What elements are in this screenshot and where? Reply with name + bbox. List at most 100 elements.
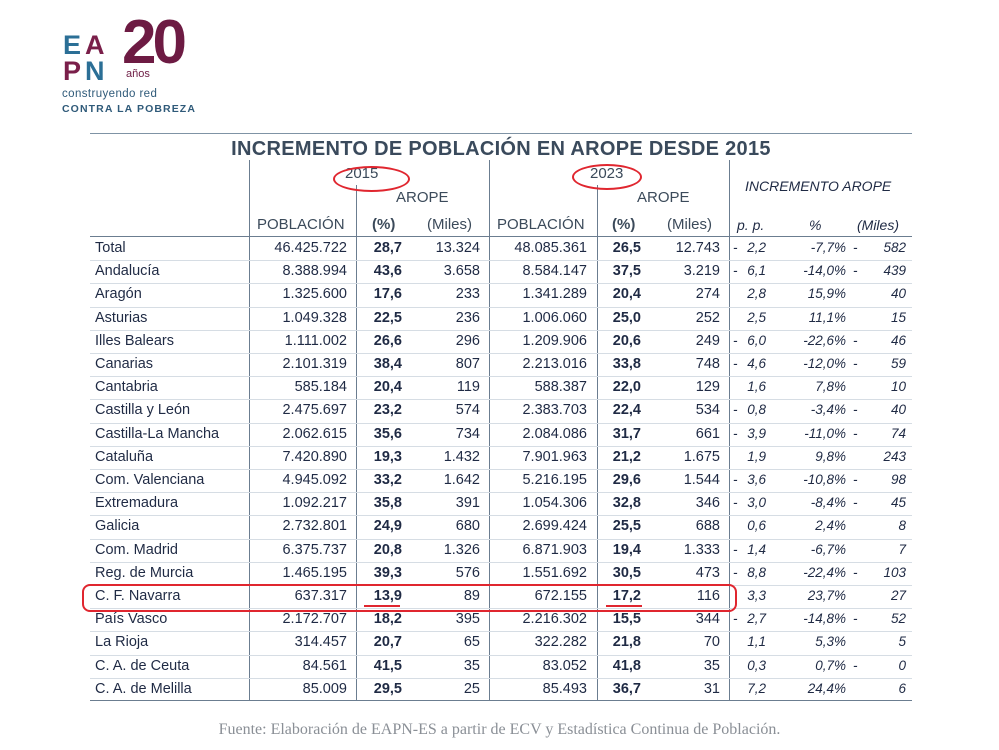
cell-miles2015: 119 [456,379,480,395]
row-separator [90,492,912,493]
cell-pct2023: 21,8 [612,634,641,650]
cell-miles2023: 116 [696,588,720,604]
cell-miles2023: 35 [703,658,720,674]
row-region: Aragón [95,286,142,302]
logo-letter-n: N [85,56,105,86]
cell-pob2015: 1.111.002 [284,333,347,349]
cell-pob2023: 1.341.289 [522,286,587,302]
cell-increment-sign: - [853,495,858,510]
table-top-rule [90,133,912,134]
row-separator [90,655,912,656]
cell-pct2015: 35,6 [373,426,402,442]
cell-pct2015: 35,8 [373,495,402,511]
cell-pob2015: 2.475.697 [282,402,347,418]
col-miles-2015: (Miles) [427,216,472,233]
cell-pob2015: 7.420.890 [282,449,347,465]
cell-pob2015: 8.388.994 [282,263,347,279]
cell-inc-miles: 74 [890,426,906,441]
cell-pct2015: 28,7 [373,240,402,256]
cell-pob2015: 46.425.722 [274,240,347,256]
cell-miles2023: 661 [695,426,720,442]
year-2023-circle [572,164,642,190]
navarra-2023-underline [606,605,642,607]
cell-miles2023: 344 [695,611,720,627]
cell-miles2023: 3.219 [683,263,720,279]
cell-pct2023: 17,2 [612,588,641,604]
cell-increment-sign: - [853,565,858,580]
cell-inc-pct: 15,9% [807,286,846,301]
cell-miles2015: 395 [455,611,480,627]
vline-pob2023 [597,185,598,700]
row-separator [90,353,912,354]
cell-pob2015: 585.184 [294,379,347,395]
row-region: Andalucía [95,263,160,279]
cell-increment-sign: - [853,658,858,673]
cell-pct2015: 20,7 [373,634,402,650]
row-region: C. A. de Melilla [95,681,192,697]
cell-pp: 0,8 [747,402,766,417]
cell-pct2023: 30,5 [612,565,641,581]
cell-inc-miles: 8 [898,518,906,533]
logo-tagline-strong: CONTRA LA POBREZA [62,103,196,115]
cell-pp: 4,6 [747,356,766,371]
cell-pp-sign: - [733,565,738,580]
cell-inc-miles: 243 [883,449,906,464]
row-separator [90,283,912,284]
row-region: Illes Balears [95,333,174,349]
arope-2015-header: AROPE [396,189,449,206]
cell-inc-miles: 7 [898,542,906,557]
cell-pct2015: 18,2 [373,611,402,627]
cell-pp: 3,6 [747,472,766,487]
cell-miles2015: 391 [455,495,480,511]
row-separator [90,539,912,540]
cell-pct2023: 26,5 [612,240,641,256]
cell-pob2023: 1.054.306 [522,495,587,511]
cell-miles2015: 65 [463,634,480,650]
cell-increment-sign: - [853,356,858,371]
cell-inc-pct: -7,7% [810,240,846,255]
cell-pob2023: 2.213.016 [522,356,587,372]
cell-pob2023: 1.006.060 [522,310,587,326]
cell-pct2015: 29,5 [373,681,402,697]
cell-increment-sign: - [853,240,858,255]
cell-miles2015: 574 [455,402,480,418]
col-increment-miles: (Miles) [857,217,899,233]
cell-inc-miles: 582 [883,240,906,255]
cell-pct2023: 36,7 [612,681,641,697]
cell-pct2023: 32,8 [612,495,641,511]
navarra-2015-underline [364,605,400,607]
row-region: País Vasco [95,611,168,627]
cell-pp-sign: - [733,402,738,417]
vline-region [249,160,250,700]
cell-pp: 0,6 [747,518,766,533]
cell-inc-miles: 45 [890,495,906,510]
cell-increment-sign: - [853,263,858,278]
cell-pct2023: 41,8 [612,658,641,674]
cell-pct2015: 23,2 [373,402,402,418]
row-separator [90,631,912,632]
cell-pct2015: 26,6 [373,333,402,349]
cell-pob2015: 2.732.801 [282,518,347,534]
row-separator [90,469,912,470]
cell-inc-miles: 15 [890,310,906,325]
cell-inc-miles: 439 [883,263,906,278]
cell-pp: 3,0 [747,495,766,510]
cell-pct2023: 20,6 [612,333,641,349]
cell-miles2023: 1.544 [683,472,720,488]
cell-pob2023: 48.085.361 [514,240,587,256]
cell-miles2015: 35 [463,658,480,674]
cell-pct2015: 22,5 [373,310,402,326]
cell-pob2015: 2.172.707 [282,611,347,627]
source-note: Fuente: Elaboración de EAPN-ES a partir … [218,721,781,738]
eapn-logo: E A P N 20 años construyendo red CONTRA … [62,10,262,120]
row-region: Asturias [95,310,148,326]
cell-pob2015: 1.325.600 [282,286,347,302]
vline-pob2015 [356,185,357,700]
cell-pct2015: 33,2 [373,472,402,488]
cell-inc-pct: 7,8% [815,379,846,394]
cell-inc-miles: 46 [890,333,906,348]
logo-letter-e: E [63,30,82,60]
cell-miles2015: 13.324 [435,240,480,256]
cell-increment-sign: - [853,472,858,487]
cell-pct2023: 22,4 [612,402,641,418]
